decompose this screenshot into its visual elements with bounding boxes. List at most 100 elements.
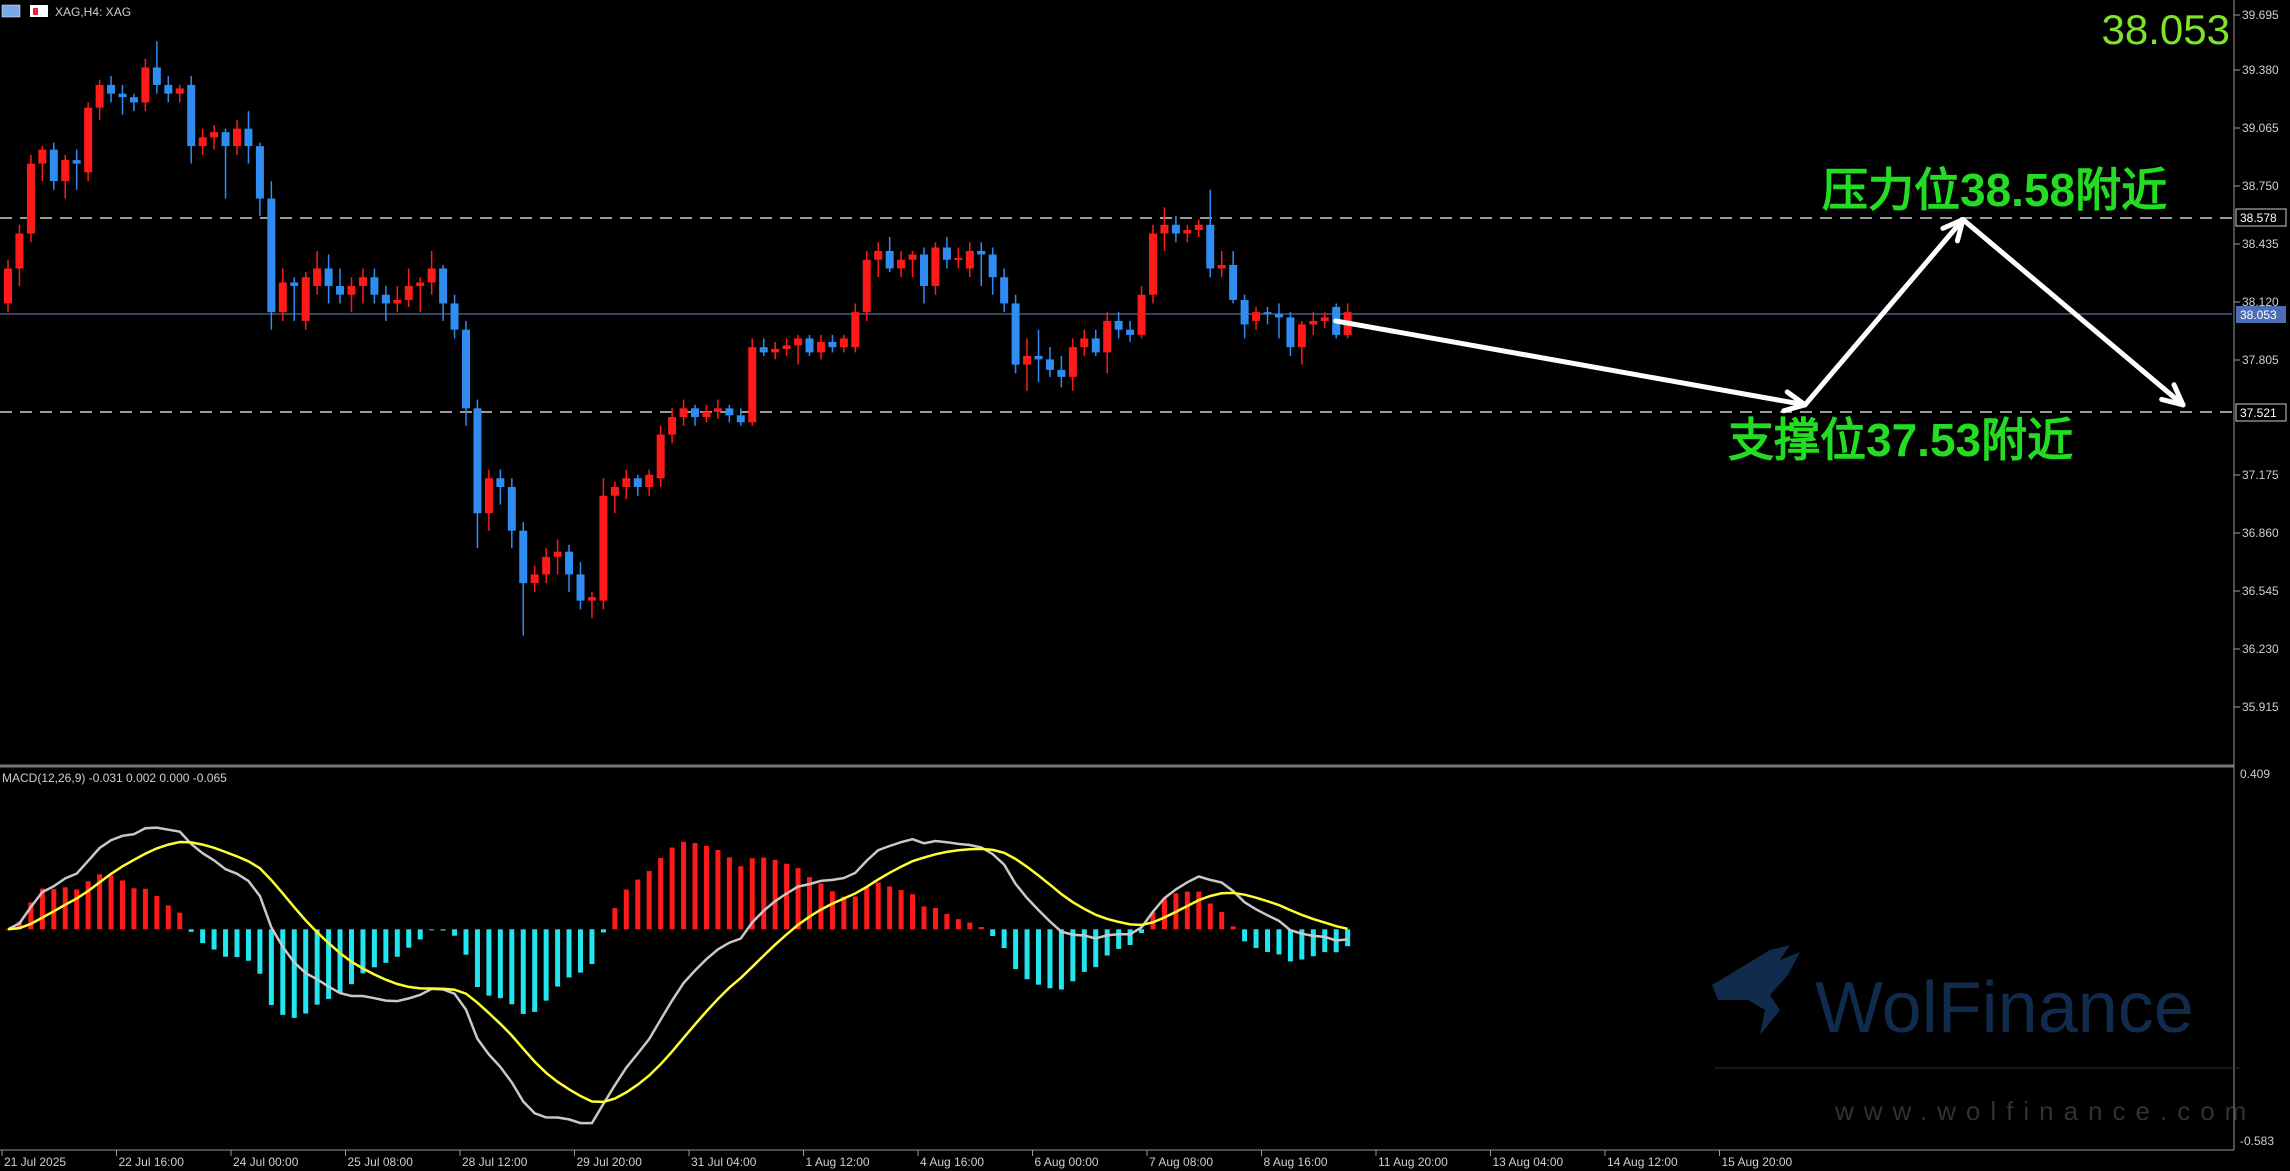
candle: [645, 469, 654, 496]
macd-histogram-bar: [337, 929, 343, 994]
candle: [107, 76, 116, 103]
candle: [805, 334, 814, 356]
candle: [381, 285, 390, 321]
candle-body: [15, 233, 24, 269]
candle-body: [210, 132, 219, 138]
candle: [679, 399, 688, 426]
candle: [1229, 251, 1238, 304]
candle: [72, 149, 81, 190]
candle-body: [1229, 264, 1238, 300]
projection-arrow-head: [1940, 217, 1966, 231]
candle-body: [1206, 224, 1215, 269]
candle-body: [645, 474, 654, 487]
price-axis[interactable]: 39.695 39.380 39.065 38.750 38.435 38.120 37.8…: [2234, 8, 2279, 714]
time-axis[interactable]: 21 Jul 2025 22 Jul 16:00 24 Jul 00:00 25 Ju…: [1, 1150, 1793, 1169]
candle-body: [49, 149, 58, 182]
macd-histogram-bar: [509, 929, 515, 1005]
macd-histogram-bar: [612, 908, 618, 930]
candle-body: [977, 251, 986, 255]
candle: [4, 259, 12, 313]
candle-body: [622, 478, 631, 487]
candle: [610, 481, 619, 514]
candle-body: [702, 411, 711, 418]
price-tick-label: 36.860: [2242, 526, 2279, 540]
macd-histogram-bar: [1196, 891, 1202, 930]
macd-label: MACD(12,26,9) -0.031 0.002 0.000 -0.065: [2, 771, 227, 785]
macd-histogram-bar: [394, 929, 400, 957]
time-tick-label: 29 Jul 20:00: [577, 1155, 643, 1169]
candle: [748, 338, 757, 426]
candle: [152, 41, 161, 94]
candle: [347, 277, 356, 313]
projection-arrow-head: [2171, 382, 2186, 408]
candle-body: [736, 415, 745, 423]
candle-body: [26, 163, 35, 234]
macd-histogram-bar: [600, 929, 606, 933]
candle: [759, 338, 768, 356]
candle-body: [759, 347, 768, 353]
macd-histogram-bar: [807, 877, 812, 930]
current-price-marker-text: 38.053: [2240, 308, 2277, 322]
candle-body: [1126, 329, 1135, 335]
support-price-marker-text: 37.521: [2240, 406, 2277, 420]
candle-body: [1080, 338, 1089, 348]
macd-histogram-bar: [829, 891, 835, 930]
macd-histogram-bar: [1276, 929, 1282, 955]
candle-body: [393, 299, 402, 304]
macd-histogram-bar: [326, 929, 332, 999]
candle-body: [301, 277, 310, 321]
candle: [427, 251, 436, 295]
macd-histogram-bar: [738, 866, 744, 930]
macd-histogram-bar: [795, 868, 801, 930]
candle-body: [1103, 320, 1112, 353]
candle: [187, 76, 196, 164]
candle: [965, 242, 974, 278]
symbol-icon[interactable]: [30, 5, 48, 17]
candle-body: [473, 408, 482, 514]
candle-body: [874, 251, 883, 260]
candle: [1286, 312, 1295, 356]
candle-body: [1286, 317, 1295, 348]
macd-histogram-bar: [51, 889, 57, 930]
time-tick-label: 31 Jul 04:00: [691, 1155, 757, 1169]
macd-histogram-bar: [1287, 929, 1293, 962]
macd-histogram-bar: [875, 882, 881, 930]
macd-histogram-bar: [520, 929, 526, 1014]
candle-body: [1091, 338, 1100, 353]
candle: [1171, 216, 1180, 243]
candle: [198, 128, 207, 155]
time-tick-label: 15 Aug 20:00: [1722, 1155, 1793, 1169]
macd-histogram-bar: [1242, 929, 1248, 942]
macd-axis-max: 0.409: [2240, 767, 2270, 781]
macd-histogram-bar: [280, 929, 286, 1015]
candle: [1149, 224, 1157, 304]
candle-body: [794, 338, 803, 346]
price-tick-label: 39.695: [2242, 8, 2279, 22]
candle-body: [587, 597, 596, 601]
candle-body: [1149, 233, 1157, 295]
candle-body: [152, 67, 161, 85]
menu-icon[interactable]: [1, 4, 21, 18]
candle: [507, 478, 516, 549]
candle-body: [1114, 320, 1123, 330]
candle: [129, 93, 138, 112]
candle: [942, 237, 951, 269]
candle-body: [862, 259, 871, 313]
macd-histogram-bar: [761, 857, 767, 930]
candle-body: [198, 137, 207, 147]
macd-histogram-bar: [39, 888, 45, 930]
candle-body: [416, 282, 425, 286]
macd-histogram-bar: [1116, 929, 1122, 949]
support-price: 37.53: [1866, 414, 1981, 466]
macd-histogram-bar: [177, 912, 183, 930]
candle: [118, 84, 127, 115]
candle: [1320, 312, 1329, 328]
candle-body: [610, 487, 619, 496]
candle: [1183, 224, 1192, 243]
resistance-annotation: 压力位38.58附近: [1822, 163, 2167, 217]
macd-histogram-bar: [223, 929, 229, 957]
candle: [1252, 306, 1261, 330]
time-tick-label: 11 Aug 20:00: [1378, 1155, 1448, 1169]
macd-histogram-bar: [543, 929, 549, 1001]
